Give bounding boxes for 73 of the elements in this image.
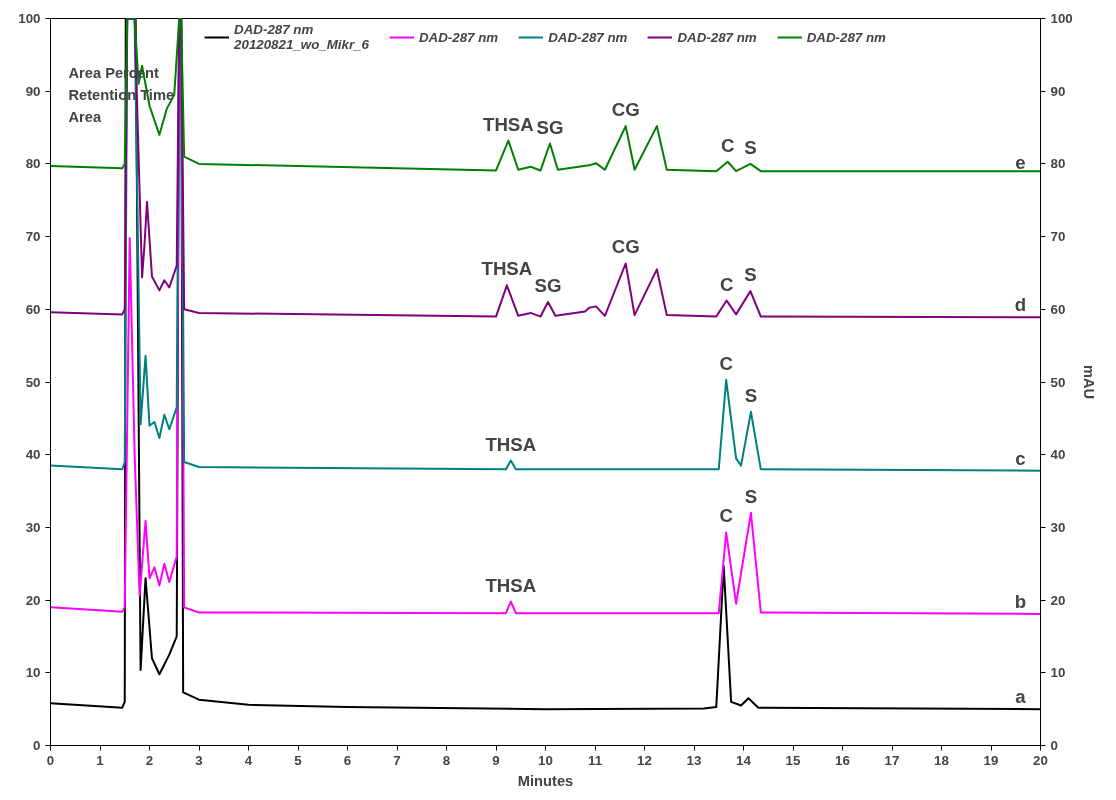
legend-label: DAD-287 nm xyxy=(548,29,628,45)
legend-label: DAD-287 nm 20120821_wo_Mikr_6 xyxy=(234,22,369,52)
x-tick-label: 10 xyxy=(538,752,553,768)
annotation: S xyxy=(744,384,758,406)
annotation: THSA xyxy=(482,113,534,135)
annotation: C xyxy=(720,134,735,156)
y-tick-label: 50 xyxy=(25,374,41,390)
x-tick-label: 8 xyxy=(442,752,451,768)
x-tick-label: 2 xyxy=(145,752,154,768)
annotation: e xyxy=(1015,152,1026,174)
x-tick-label: 18 xyxy=(934,752,949,768)
y-tick-label: 0 xyxy=(33,738,41,753)
y2-tick-label: 70 xyxy=(1050,229,1066,245)
x-axis-title: Minutes xyxy=(517,772,574,789)
annotation: c xyxy=(1015,447,1026,469)
x-tick-label: 16 xyxy=(835,752,850,768)
x-tick-label: 13 xyxy=(686,752,702,768)
x-tick-label: 19 xyxy=(983,752,999,768)
y2-tick-label: 80 xyxy=(1050,156,1066,172)
y2-tick-label: 90 xyxy=(1050,83,1066,99)
y-tick-label: 40 xyxy=(25,447,41,463)
annotation: SG xyxy=(534,275,562,297)
y-tick-label: 20 xyxy=(25,592,41,608)
y2-tick-label: 100 xyxy=(1050,11,1073,26)
y2-tick-label: 60 xyxy=(1050,301,1066,317)
x-tick-label: 15 xyxy=(785,752,801,768)
y2-tick-label: 20 xyxy=(1050,592,1066,608)
x-tick-label: 4 xyxy=(244,752,253,768)
x-tick-label: 1 xyxy=(96,752,105,768)
y-tick-label: 10 xyxy=(25,665,41,681)
x-tick-label: 12 xyxy=(637,752,652,768)
x-tick-label: 14 xyxy=(736,752,752,768)
legend-label: DAD-287 nm xyxy=(418,29,499,45)
x-tick-label: 7 xyxy=(393,752,401,768)
y2-tick-label: 10 xyxy=(1050,665,1066,681)
annotation: d xyxy=(1014,294,1027,316)
annotation: C xyxy=(719,505,733,527)
annotation: a xyxy=(1015,686,1027,708)
x-tick-label: 5 xyxy=(294,752,303,768)
y2-tick-label: 30 xyxy=(1050,519,1066,535)
annotation: THSA xyxy=(485,433,537,455)
y-tick-label: 70 xyxy=(25,229,41,245)
x-tick-label: 3 xyxy=(195,752,203,768)
x-tick-label: 6 xyxy=(343,752,352,768)
line-series xyxy=(50,18,1041,173)
y2-tick-label: 0 xyxy=(1050,738,1058,753)
annotation: THSA xyxy=(481,258,533,280)
y-tick-label: 90 xyxy=(25,83,41,99)
y-tick-label: 80 xyxy=(25,156,41,172)
legend-label: DAD-287 nm xyxy=(806,29,886,45)
y2-axis-title: mAU xyxy=(1080,364,1097,400)
annotation: CG xyxy=(611,236,640,258)
x-tick-label: 17 xyxy=(884,752,900,768)
annotation: CG xyxy=(611,99,640,121)
y-tick-label: 60 xyxy=(25,301,41,317)
x-tick-label: 9 xyxy=(492,752,500,768)
annotation: Area xyxy=(68,108,102,125)
y2-tick-label: 40 xyxy=(1050,447,1066,463)
annotation: b xyxy=(1014,590,1027,612)
annotation: SG xyxy=(536,116,564,138)
annotation: C xyxy=(719,352,733,374)
legend-label: DAD-287 nm xyxy=(677,29,757,45)
annotation: C xyxy=(719,273,734,295)
x-tick-label: 0 xyxy=(46,752,55,768)
x-tick-label: 20 xyxy=(1033,752,1048,768)
annotation: S xyxy=(744,485,758,507)
annotation: S xyxy=(744,136,757,158)
y2-tick-label: 50 xyxy=(1050,374,1066,390)
annotation: S xyxy=(744,264,757,286)
annotation: THSA xyxy=(485,574,537,596)
x-tick-label: 11 xyxy=(587,752,603,768)
y-tick-label: 100 xyxy=(18,11,41,26)
y-tick-label: 30 xyxy=(25,519,41,535)
